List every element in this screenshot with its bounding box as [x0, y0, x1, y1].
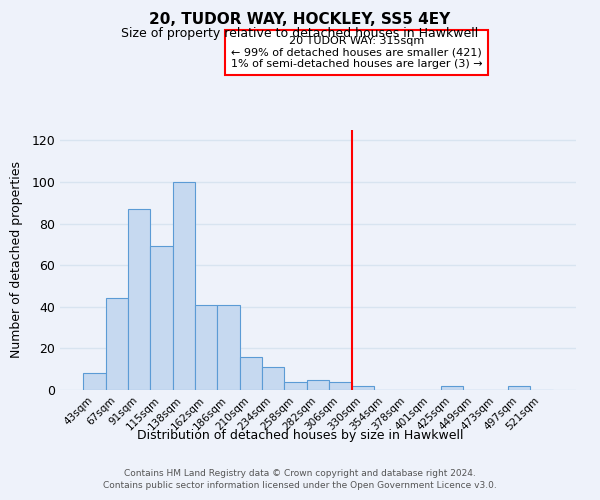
Bar — [262, 367, 284, 390]
Bar — [240, 356, 262, 390]
Bar — [128, 209, 151, 390]
Text: Contains HM Land Registry data © Crown copyright and database right 2024.: Contains HM Land Registry data © Crown c… — [124, 468, 476, 477]
Bar — [217, 304, 240, 390]
Bar — [441, 386, 463, 390]
Text: Contains public sector information licensed under the Open Government Licence v3: Contains public sector information licen… — [103, 481, 497, 490]
Bar — [352, 386, 374, 390]
Text: Size of property relative to detached houses in Hawkwell: Size of property relative to detached ho… — [121, 28, 479, 40]
Text: 20, TUDOR WAY, HOCKLEY, SS5 4EY: 20, TUDOR WAY, HOCKLEY, SS5 4EY — [149, 12, 451, 28]
Text: Distribution of detached houses by size in Hawkwell: Distribution of detached houses by size … — [137, 428, 463, 442]
Bar — [173, 182, 195, 390]
Bar — [195, 304, 217, 390]
Bar — [307, 380, 329, 390]
Bar — [284, 382, 307, 390]
Text: 20 TUDOR WAY: 315sqm
← 99% of detached houses are smaller (421)
1% of semi-detac: 20 TUDOR WAY: 315sqm ← 99% of detached h… — [231, 36, 482, 69]
Bar — [83, 374, 106, 390]
Y-axis label: Number of detached properties: Number of detached properties — [10, 162, 23, 358]
Bar — [508, 386, 530, 390]
Bar — [329, 382, 352, 390]
Bar — [151, 246, 173, 390]
Bar — [106, 298, 128, 390]
